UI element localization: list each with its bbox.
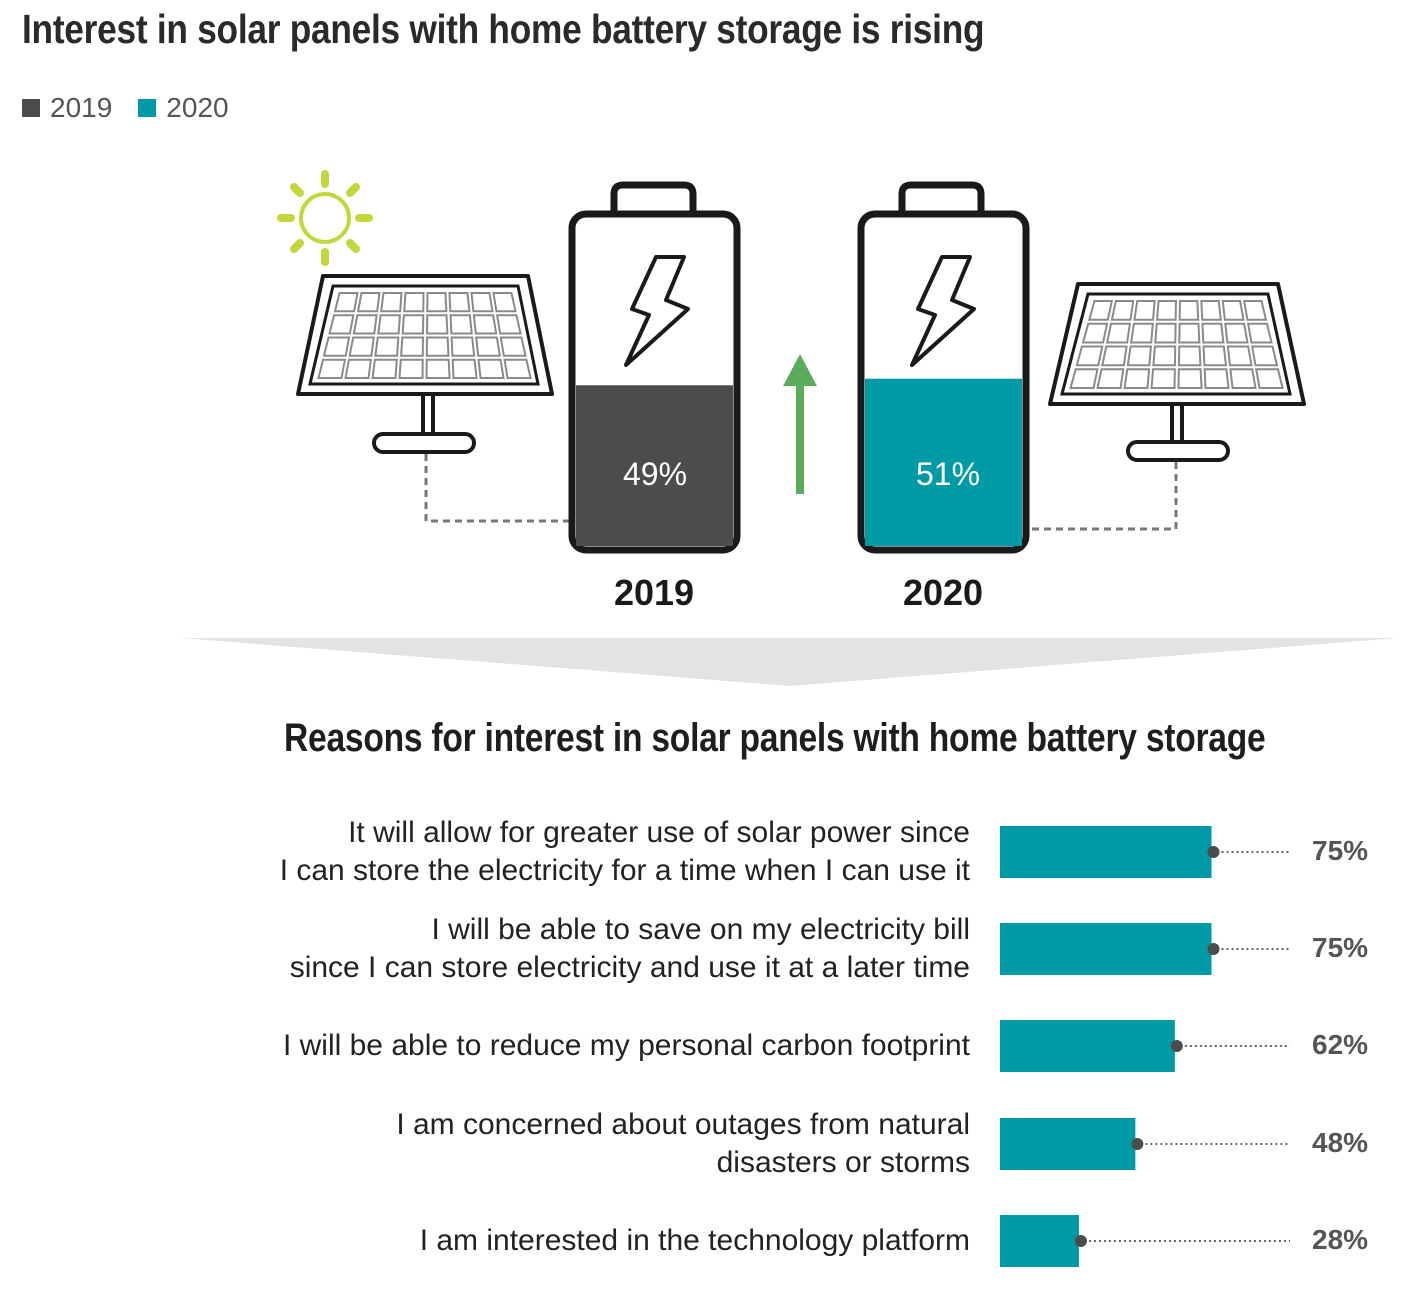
bar-1 [1000,923,1212,975]
bar-dot-2 [1170,1040,1183,1052]
battery-icon-2019: 49% 2019 [568,181,741,613]
battery-icon-2020: 51% 2020 [857,181,1030,613]
bar-value-label-3: 48% [1312,1127,1369,1158]
battery-fill-2020 [865,378,1022,546]
battery-infographic: 49% 2019 51% 2020 [180,170,1398,686]
bar-dot-0 [1207,846,1220,858]
bar-2 [1000,1020,1175,1072]
legend: 2019 2020 [22,92,229,124]
battery-fill-2019 [576,385,733,546]
bar-dot-1 [1207,943,1220,955]
bar-category-line: It will allow for greater use of solar p… [348,816,970,849]
bar-category-line: I am concerned about outages from natura… [396,1108,970,1141]
legend-swatch-2019 [22,99,40,117]
bar-category-line: since I can store electricity and use it… [289,951,970,984]
bar-value-label-0: 75% [1312,835,1369,866]
bar-dot-3 [1131,1138,1144,1150]
battery-year-2020: 2020 [903,572,983,613]
section-divider [180,638,1398,686]
legend-item-2019: 2019 [22,92,112,124]
battery-value-2019: 49% [623,456,687,492]
bar-category-line: I will be able to reduce my personal car… [282,1029,970,1062]
lightning-icon-2020 [910,255,976,367]
legend-label-2020: 2020 [166,92,229,123]
bar-category-line: I can store the electricity for a time w… [279,854,970,887]
bar-category-label-4: I am interested in the technology platfo… [150,1222,970,1260]
solar-panel-icon-right [1028,282,1306,531]
bar-category-label-2: I will be able to reduce my personal car… [150,1027,970,1065]
bar-value-label-1: 75% [1312,932,1369,963]
bar-value-label-4: 28% [1312,1224,1369,1255]
legend-label-2019: 2019 [50,92,113,123]
battery-year-2019: 2019 [614,572,694,613]
bar-dot-4 [1074,1235,1087,1247]
bar-category-line: disasters or storms [716,1146,970,1179]
bar-3 [1000,1118,1136,1170]
up-arrow-icon [783,354,817,494]
bar-value-label-2: 62% [1312,1029,1369,1060]
legend-item-2020: 2020 [138,92,229,124]
battery-value-2020: 51% [916,456,980,492]
chart-title: Interest in solar panels with home batte… [22,6,985,52]
bar-category-label-1: I will be able to save on my electricity… [150,911,970,987]
bar-4 [1000,1215,1079,1267]
legend-swatch-2020 [138,99,157,117]
bar-category-line: I will be able to save on my electricity… [431,913,970,946]
sun-icon [277,170,373,266]
bar-category-line: I am interested in the technology platfo… [419,1224,970,1257]
bar-category-label-0: It will allow for greater use of solar p… [150,814,970,890]
bar-chart-title: Reasons for interest in solar panels wit… [284,716,1266,760]
bar-category-label-3: I am concerned about outages from natura… [150,1106,970,1182]
solar-panel-icon-left [296,274,572,523]
bar-0 [1000,826,1212,878]
lightning-icon-2019 [624,255,690,367]
